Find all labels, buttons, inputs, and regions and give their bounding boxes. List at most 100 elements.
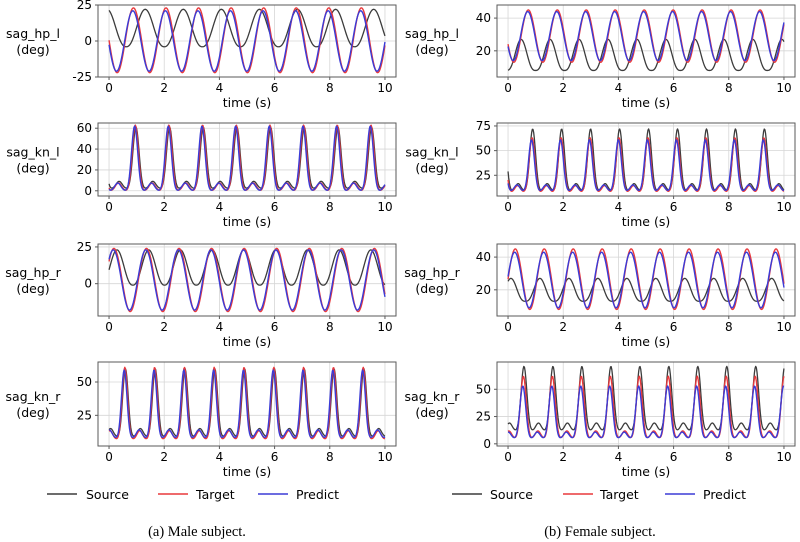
x-tick-label: 4: [216, 450, 224, 464]
chart-female_kn_l: 0 2 4 6 8 10 25 50 75 time (s) sag_kn_l(deg): [405, 119, 796, 229]
legend-label-source-right: Source: [490, 487, 533, 502]
y-tick-label: 50: [476, 382, 491, 396]
series-predict-line: [507, 385, 785, 439]
x-tick-label: 8: [326, 81, 334, 95]
x-tick-label: 8: [725, 450, 733, 464]
x-axis-label: time (s): [223, 95, 271, 110]
chart-female_kn_r: 0 2 4 6 8 10 0 25 50 time (s) sag_kn_r(deg): [405, 361, 796, 479]
legend-label-source: Source: [86, 487, 129, 502]
y-tick-label: 50: [77, 375, 92, 389]
y-axis-unit: (deg): [415, 405, 448, 420]
y-axis-label: sag_kn_r: [6, 389, 62, 404]
y-axis-unit: (deg): [415, 281, 448, 296]
x-tick-label: 8: [725, 200, 733, 214]
legend-label-target-right: Target: [599, 487, 639, 502]
y-axis-label: sag_hp_l: [405, 26, 459, 41]
y-tick-label: 0: [483, 437, 491, 451]
y-tick-label: 25: [77, 408, 92, 422]
series-predict-line: [507, 10, 785, 62]
y-tick-label: -25: [72, 70, 92, 84]
y-axis-label: sag_kn_l: [405, 145, 458, 160]
y-axis-label: sag_hp_r: [404, 265, 460, 280]
axes-frame: [496, 361, 796, 447]
caption-male: (a) Male subject.: [148, 524, 246, 540]
chart-male_kn_l: 0 2 4 6 8 10 0 20 40 60 time (s) sag_kn_l(deg): [6, 121, 397, 229]
y-axis-unit: (deg): [415, 161, 448, 176]
y-tick-label: 20: [77, 163, 92, 177]
y-tick-label: 25: [476, 168, 491, 182]
y-tick-label: 20: [476, 283, 491, 297]
y-axis-unit: (deg): [16, 42, 49, 57]
x-tick-label: 4: [216, 320, 224, 334]
x-tick-label: 2: [559, 81, 567, 95]
x-tick-label: 2: [559, 320, 567, 334]
series-source-line: [507, 38, 785, 72]
x-tick-label: 2: [160, 81, 168, 95]
series-source-line: [507, 128, 785, 191]
legend-label-predict-right: Predict: [703, 487, 746, 502]
y-tick-label: 40: [476, 11, 491, 25]
x-tick-label: 10: [776, 450, 791, 464]
x-axis-label: time (s): [223, 334, 271, 349]
x-tick-label: 6: [670, 450, 678, 464]
x-tick-label: 8: [326, 200, 334, 214]
x-tick-label: 4: [615, 200, 623, 214]
axes-frame: [496, 4, 796, 78]
x-tick-label: 6: [271, 200, 279, 214]
legend-right: Source Target Predict: [452, 487, 746, 502]
series-target-line: [507, 248, 785, 311]
x-tick-label: 4: [615, 320, 623, 334]
y-tick-label: 25: [476, 410, 491, 424]
x-axis-label: time (s): [622, 334, 670, 349]
chart-female_hp_l: 0 2 4 6 8 10 20 40 time (s) sag_hp_l(deg): [405, 4, 796, 110]
x-tick-label: 6: [670, 81, 678, 95]
y-tick-label: 20: [476, 44, 491, 58]
x-tick-label: 6: [670, 200, 678, 214]
x-tick-label: 0: [504, 200, 512, 214]
x-tick-label: 6: [271, 81, 279, 95]
x-axis-label: time (s): [223, 214, 271, 229]
y-tick-label: 25: [77, 240, 92, 254]
y-tick-label: 40: [476, 250, 491, 264]
x-tick-label: 4: [615, 81, 623, 95]
series-target-line: [108, 124, 386, 191]
x-tick-label: 4: [216, 81, 224, 95]
y-tick-label: 75: [476, 119, 491, 133]
y-axis-unit: (deg): [16, 405, 49, 420]
x-tick-label: 10: [776, 200, 791, 214]
x-tick-label: 0: [504, 450, 512, 464]
x-axis-label: time (s): [622, 95, 670, 110]
x-tick-label: 8: [725, 81, 733, 95]
x-tick-label: 2: [160, 200, 168, 214]
y-tick-label: 60: [77, 121, 92, 135]
series-predict-line: [507, 251, 785, 309]
legend-left: Source Target Predict: [47, 487, 339, 502]
x-tick-label: 8: [326, 450, 334, 464]
x-tick-label: 10: [776, 320, 791, 334]
x-tick-label: 10: [377, 320, 392, 334]
y-axis-unit: (deg): [16, 161, 49, 176]
x-axis-label: time (s): [223, 464, 271, 479]
x-tick-label: 6: [271, 320, 279, 334]
x-tick-label: 2: [160, 450, 168, 464]
y-tick-label: 40: [77, 142, 92, 156]
x-tick-label: 0: [105, 81, 113, 95]
caption-female: (b) Female subject.: [544, 524, 656, 540]
y-axis-label: sag_hp_l: [6, 26, 60, 41]
y-axis-unit: (deg): [415, 42, 448, 57]
x-tick-label: 4: [615, 450, 623, 464]
x-tick-label: 2: [559, 200, 567, 214]
axes-frame: [97, 243, 397, 317]
x-tick-label: 10: [377, 81, 392, 95]
axes-frame: [97, 122, 397, 197]
axes-frame: [496, 243, 796, 317]
chart-female_hp_r: 0 2 4 6 8 10 20 40 time (s) sag_hp_r(deg): [404, 243, 796, 349]
y-tick-label: 0: [84, 277, 92, 291]
axes-frame: [97, 361, 397, 447]
x-tick-label: 2: [160, 320, 168, 334]
chart-male_hp_l: 0 2 4 6 8 10 -25 0 25 time (s) sag_hp_l(deg): [6, 0, 397, 110]
x-tick-label: 10: [377, 450, 392, 464]
x-tick-label: 6: [271, 450, 279, 464]
